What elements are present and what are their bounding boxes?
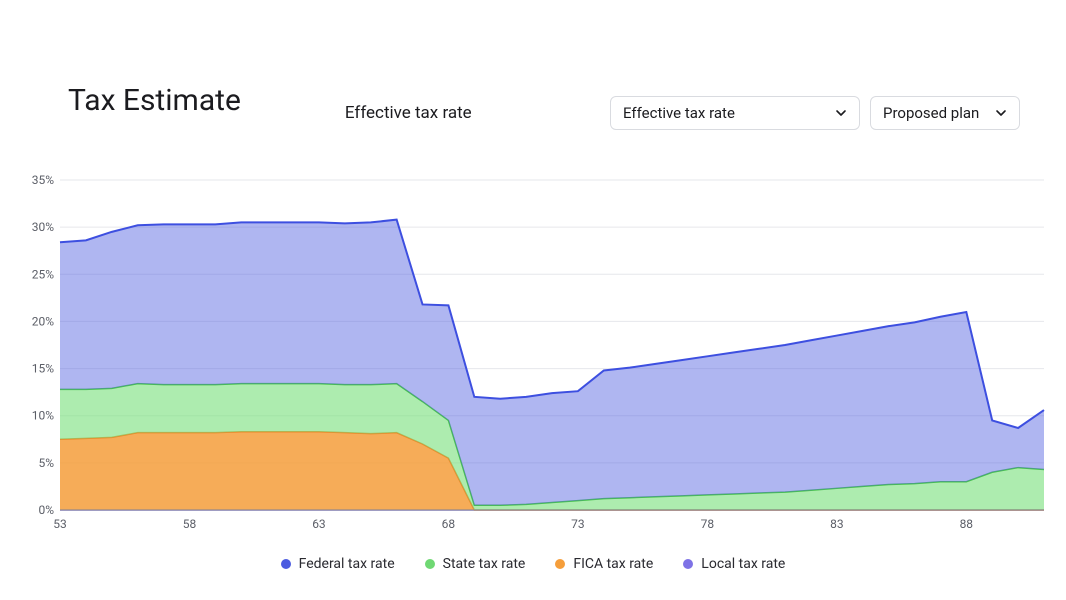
tax-chart: 0% 5% 10% 15% 20% 25% 30% 35% 53 58 63 68 73 78 83 88 [22, 170, 1050, 540]
svg-text:30%: 30% [32, 220, 54, 234]
svg-text:10%: 10% [32, 409, 54, 423]
svg-text:20%: 20% [32, 314, 54, 328]
svg-text:63: 63 [312, 517, 326, 531]
legend-swatch-federal [281, 559, 291, 569]
legend-swatch-local [683, 559, 693, 569]
svg-text:0%: 0% [38, 503, 54, 517]
svg-text:53: 53 [53, 517, 67, 531]
legend-item-local[interactable]: Local tax rate [683, 556, 785, 572]
plan-select[interactable]: Proposed plan [870, 96, 1020, 130]
svg-text:78: 78 [701, 517, 715, 531]
svg-text:15%: 15% [32, 362, 54, 376]
legend-item-federal[interactable]: Federal tax rate [281, 556, 395, 572]
legend-label-federal: Federal tax rate [299, 556, 395, 572]
legend-swatch-fica [555, 559, 565, 569]
header-row: Tax Estimate Effective tax rate Effectiv… [16, 20, 1050, 130]
plan-select-value: Proposed plan [883, 104, 979, 122]
svg-text:73: 73 [571, 517, 585, 531]
chart-subtitle: Effective tax rate [345, 103, 472, 123]
legend-item-fica[interactable]: FICA tax rate [555, 556, 653, 572]
svg-text:68: 68 [442, 517, 456, 531]
page-title: Tax Estimate [68, 83, 241, 118]
svg-text:25%: 25% [32, 267, 54, 281]
svg-text:83: 83 [830, 517, 844, 531]
legend-label-state: State tax rate [443, 556, 526, 572]
metric-select[interactable]: Effective tax rate [610, 96, 860, 130]
controls: Effective tax rate Proposed plan [610, 96, 1020, 130]
chevron-down-icon [995, 107, 1007, 119]
chart-legend: Federal tax rate State tax rate FICA tax r… [0, 556, 1066, 572]
legend-swatch-state [425, 559, 435, 569]
metric-select-value: Effective tax rate [623, 104, 735, 122]
legend-label-fica: FICA tax rate [573, 556, 653, 572]
svg-text:88: 88 [960, 517, 974, 531]
chevron-down-icon [835, 107, 847, 119]
legend-item-state[interactable]: State tax rate [425, 556, 526, 572]
svg-text:5%: 5% [38, 456, 54, 470]
svg-text:35%: 35% [32, 173, 54, 187]
legend-label-local: Local tax rate [701, 556, 785, 572]
svg-text:58: 58 [183, 517, 197, 531]
tax-estimate-card: Tax Estimate Effective tax rate Effectiv… [0, 0, 1066, 600]
